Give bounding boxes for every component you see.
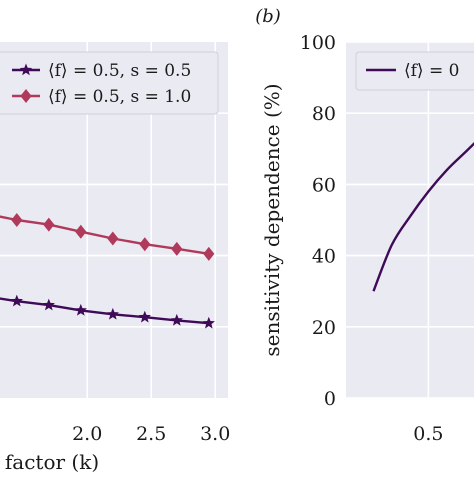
- legend-label: ⟨f⟩ = 0: [404, 61, 459, 81]
- x-tick-label: 0.5: [413, 423, 443, 445]
- x-tick-label: 2.5: [136, 423, 166, 445]
- y-tick-label: 0: [324, 388, 336, 410]
- y-tick-label: 60: [312, 174, 336, 196]
- y-tick-label: 100: [300, 32, 336, 54]
- panel-a-legend: ⟨f⟩ = 0.5, s = 0.5 ⟨f⟩ = 0.5, s = 1.0: [0, 52, 218, 114]
- panel-a-x-axis-label: factor (k): [5, 450, 99, 474]
- panel-b-label: (b): [255, 6, 281, 27]
- x-tick-label: 2.0: [72, 423, 102, 445]
- panel-b-x-ticks: 0.5: [413, 423, 443, 445]
- x-tick-label: 3.0: [200, 423, 230, 445]
- panel-b-y-axis-label: sensitivity dependence (%): [260, 83, 284, 356]
- legend-label: ⟨f⟩ = 0.5, s = 1.0: [48, 87, 191, 107]
- panel-b-y-ticks: 0 20 40 60 80 100: [300, 32, 336, 410]
- panel-b-legend: ⟨f⟩ = 0: [356, 52, 474, 90]
- legend-label: ⟨f⟩ = 0.5, s = 0.5: [48, 61, 191, 81]
- y-tick-label: 80: [312, 103, 336, 125]
- y-tick-label: 20: [312, 317, 336, 339]
- panel-a-x-ticks: 2.0 2.5 3.0: [72, 423, 230, 445]
- panel-b-plot-area: [346, 42, 474, 398]
- y-tick-label: 40: [312, 246, 336, 268]
- panel-b: (b) 0 20 40 60 80 100 0.5 sensitivity depende…: [255, 6, 474, 445]
